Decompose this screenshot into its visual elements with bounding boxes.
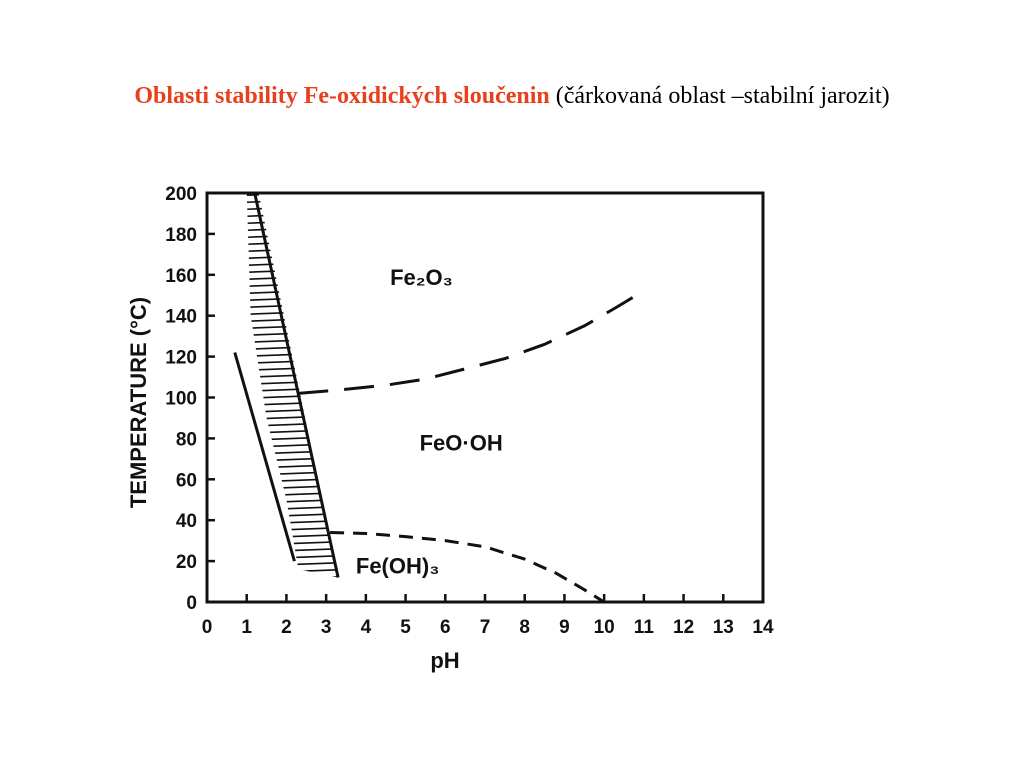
hatch-stroke bbox=[246, 442, 339, 450]
y-tick-label: 20 bbox=[176, 552, 197, 573]
hatch-stroke bbox=[246, 421, 339, 429]
hatch-stroke bbox=[246, 246, 339, 254]
hatch-stroke bbox=[246, 379, 339, 387]
slide-title: Oblasti stability Fe-oxidických sloučeni… bbox=[0, 80, 1024, 112]
hatch-stroke bbox=[246, 239, 339, 247]
region-label: Fe₂O₃ bbox=[390, 265, 453, 290]
x-tick-label: 12 bbox=[673, 617, 694, 638]
x-tick-label: 11 bbox=[634, 617, 655, 638]
plot-frame bbox=[205, 191, 765, 604]
hatch-stroke bbox=[246, 414, 339, 422]
hatch-stroke bbox=[246, 351, 339, 359]
y-tick-label: 100 bbox=[165, 389, 197, 410]
hatch-stroke bbox=[246, 337, 339, 345]
y-tick-label: 120 bbox=[165, 348, 197, 369]
hatch-stroke bbox=[200, 590, 360, 596]
hatch-stroke bbox=[246, 477, 339, 485]
y-tick-label: 0 bbox=[186, 593, 197, 614]
hematite-goethite-boundary bbox=[298, 291, 641, 395]
hatch-stroke bbox=[246, 428, 339, 436]
x-tick-label: 3 bbox=[321, 617, 332, 638]
hatch-stroke bbox=[246, 554, 339, 562]
hatch-stroke bbox=[246, 463, 339, 471]
hatch-stroke bbox=[246, 498, 339, 506]
y-tick-label: 160 bbox=[165, 266, 197, 287]
hatch-stroke bbox=[246, 400, 339, 408]
hatch-stroke bbox=[246, 393, 339, 401]
x-tick-label: 2 bbox=[281, 617, 292, 638]
hatch-stroke bbox=[200, 583, 360, 589]
hatch-stroke bbox=[246, 456, 339, 464]
hatch-stroke bbox=[246, 407, 339, 415]
hatch-stroke bbox=[246, 323, 339, 331]
hatch-stroke bbox=[246, 533, 339, 541]
hatch-stroke bbox=[246, 197, 339, 205]
hatch-stroke bbox=[246, 253, 339, 261]
goethite-ferrihydrite-boundary bbox=[330, 531, 605, 604]
hatch-stroke bbox=[246, 449, 339, 457]
hatch-stroke bbox=[246, 225, 339, 233]
hatch-stroke bbox=[246, 484, 339, 492]
hatch-stroke bbox=[246, 491, 339, 499]
hatch-stroke bbox=[246, 575, 339, 578]
hatch-stroke bbox=[246, 365, 339, 373]
x-tick-label: 4 bbox=[361, 617, 372, 638]
hatch-stroke bbox=[246, 260, 339, 268]
axes: 0 1 2 3 4 5 6 7 8 9 10 11 12 13 1402040608010012014016… bbox=[165, 184, 774, 638]
hatch-stroke bbox=[246, 274, 339, 282]
hatch-stroke bbox=[246, 372, 339, 380]
hatch-stroke bbox=[246, 386, 339, 394]
hatch-stroke bbox=[246, 211, 339, 219]
x-tick-label: 8 bbox=[519, 617, 530, 638]
hatch-stroke bbox=[246, 295, 339, 303]
hatch-stroke bbox=[246, 267, 339, 275]
hatch-stroke bbox=[246, 281, 339, 289]
y-tick-label: 200 bbox=[165, 184, 197, 205]
hatch-stroke bbox=[246, 519, 339, 527]
hatch-stroke bbox=[246, 540, 339, 548]
hatch-stroke bbox=[246, 316, 339, 324]
y-tick-label: 140 bbox=[165, 307, 197, 328]
region-label: FeO·OH bbox=[420, 431, 503, 456]
hatch-stroke bbox=[246, 232, 339, 240]
x-tick-label: 5 bbox=[400, 617, 411, 638]
y-tick-label: 80 bbox=[176, 429, 197, 450]
title-note: (čárkovaná oblast –stabilní jarozit) bbox=[555, 83, 890, 109]
region-labels: Fe₂O₃ FeO·OH Fe(OH)₃ bbox=[356, 265, 503, 578]
x-tick-label: 6 bbox=[440, 617, 451, 638]
x-tick-label: 13 bbox=[713, 617, 734, 638]
x-tick-label: 14 bbox=[752, 617, 774, 638]
hatch-stroke bbox=[246, 435, 339, 443]
jarosite-field-left-boundary bbox=[233, 352, 296, 562]
hatch-stroke bbox=[246, 204, 339, 212]
x-axis-title: pH bbox=[430, 648, 459, 673]
hatch-stroke bbox=[246, 358, 339, 366]
hatch-stroke bbox=[246, 470, 339, 478]
x-tick-label: 0 bbox=[202, 617, 213, 638]
x-tick-label: 7 bbox=[480, 617, 491, 638]
hatch-stroke bbox=[246, 218, 339, 226]
x-tick-label: 9 bbox=[559, 617, 570, 638]
hatch-stroke bbox=[246, 344, 339, 352]
x-tick-label: 1 bbox=[241, 617, 252, 638]
hatch-stroke bbox=[246, 330, 339, 338]
x-tick-label: 10 bbox=[594, 617, 615, 638]
boundary-lines bbox=[233, 192, 641, 604]
title-main: Oblasti stability Fe-oxidických sloučeni… bbox=[134, 83, 550, 109]
hatch-stroke bbox=[246, 547, 339, 555]
y-tick-label: 40 bbox=[176, 511, 197, 532]
hatch-stroke bbox=[246, 288, 339, 296]
jarosite-field-right-boundary bbox=[253, 192, 340, 578]
y-tick-label: 60 bbox=[176, 470, 197, 491]
y-axis-title: TEMPERATURE (°C) bbox=[126, 297, 151, 508]
jarosite-hatch bbox=[200, 193, 360, 596]
y-tick-label: 180 bbox=[165, 225, 197, 246]
region-label: Fe(OH)₃ bbox=[356, 553, 440, 578]
